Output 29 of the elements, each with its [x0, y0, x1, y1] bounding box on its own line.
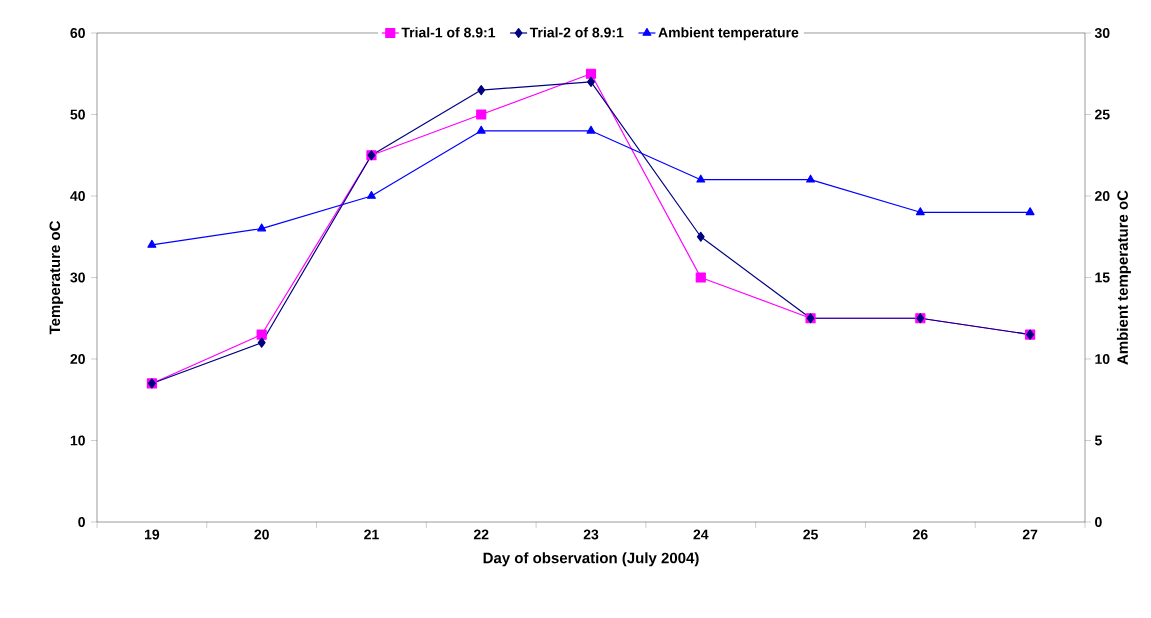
x-tick-label: 26 [913, 529, 928, 540]
x-tick-label: 23 [583, 529, 599, 540]
x-tick-label: 22 [473, 529, 489, 540]
y-tick-label: 50 [70, 109, 85, 120]
legend-label: Trial-2 of 8.9:1 [529, 27, 624, 38]
y-tick-label: 60 [70, 28, 85, 38]
x-tick-label: 20 [254, 529, 269, 540]
y2-tick-label: 15 [1095, 272, 1110, 283]
y-tick-label: 10 [70, 435, 85, 446]
x-tick-label: 19 [144, 529, 160, 540]
legend-label: Ambient temperature [658, 27, 799, 41]
legend-label: Trial-1 of 8.9:1 [401, 27, 496, 38]
y2-tick-label: 25 [1094, 109, 1110, 120]
x-tick-label: 21 [364, 529, 379, 540]
x-axis-title: Day of observation (July 2004) [483, 552, 699, 567]
y2-tick-label: 10 [1095, 354, 1110, 364]
y-tick-label: 30 [70, 272, 85, 283]
y2-tick-label: 30 [1094, 28, 1110, 38]
y-axis-title: Temperature oC [49, 220, 64, 335]
y2-tick-label: 0 [1095, 517, 1102, 527]
y-tick-label: 40 [70, 191, 85, 201]
y2-axis-title: Ambient temperature oC [1116, 190, 1131, 365]
x-tick-label: 27 [1022, 529, 1038, 540]
y2-tick-label: 5 [1094, 435, 1102, 446]
y2-tick-label: 20 [1094, 191, 1110, 201]
y-tick-label: 20 [70, 354, 85, 364]
x-tick-label: 25 [803, 529, 818, 540]
y-tick-label: 0 [78, 517, 85, 527]
x-tick-label: 24 [693, 529, 709, 540]
